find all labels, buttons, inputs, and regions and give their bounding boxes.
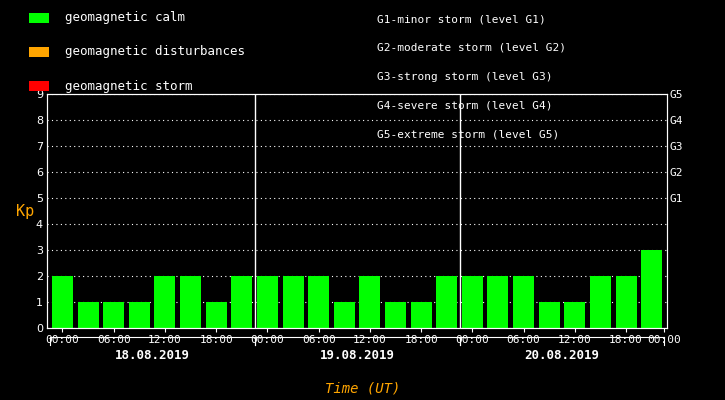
Bar <box>539 302 560 328</box>
Bar <box>129 302 150 328</box>
Text: 18.08.2019: 18.08.2019 <box>115 349 190 362</box>
Bar <box>360 276 381 328</box>
Bar <box>103 302 124 328</box>
Text: geomagnetic calm: geomagnetic calm <box>65 12 186 24</box>
Bar <box>564 302 585 328</box>
Bar <box>180 276 201 328</box>
Text: geomagnetic disturbances: geomagnetic disturbances <box>65 46 245 58</box>
Bar <box>308 276 329 328</box>
Text: G1-minor storm (level G1): G1-minor storm (level G1) <box>377 14 546 24</box>
Text: Time (UT): Time (UT) <box>325 382 400 396</box>
Bar <box>590 276 611 328</box>
Text: G2-moderate storm (level G2): G2-moderate storm (level G2) <box>377 43 566 53</box>
Text: geomagnetic storm: geomagnetic storm <box>65 80 193 92</box>
Y-axis label: Kp: Kp <box>16 204 34 218</box>
Bar <box>231 276 252 328</box>
Bar <box>78 302 99 328</box>
Bar <box>283 276 304 328</box>
Bar <box>410 302 431 328</box>
Text: G3-strong storm (level G3): G3-strong storm (level G3) <box>377 72 552 82</box>
Bar <box>462 276 483 328</box>
Bar <box>436 276 457 328</box>
Bar <box>206 302 227 328</box>
Text: G4-severe storm (level G4): G4-severe storm (level G4) <box>377 100 552 110</box>
Bar <box>52 276 73 328</box>
Bar <box>154 276 175 328</box>
Bar <box>616 276 637 328</box>
Bar <box>641 250 662 328</box>
Bar <box>513 276 534 328</box>
Text: 19.08.2019: 19.08.2019 <box>320 349 394 362</box>
Bar <box>257 276 278 328</box>
Text: 20.08.2019: 20.08.2019 <box>524 349 600 362</box>
Bar <box>334 302 355 328</box>
Bar <box>385 302 406 328</box>
Text: G5-extreme storm (level G5): G5-extreme storm (level G5) <box>377 129 559 139</box>
Bar <box>487 276 508 328</box>
